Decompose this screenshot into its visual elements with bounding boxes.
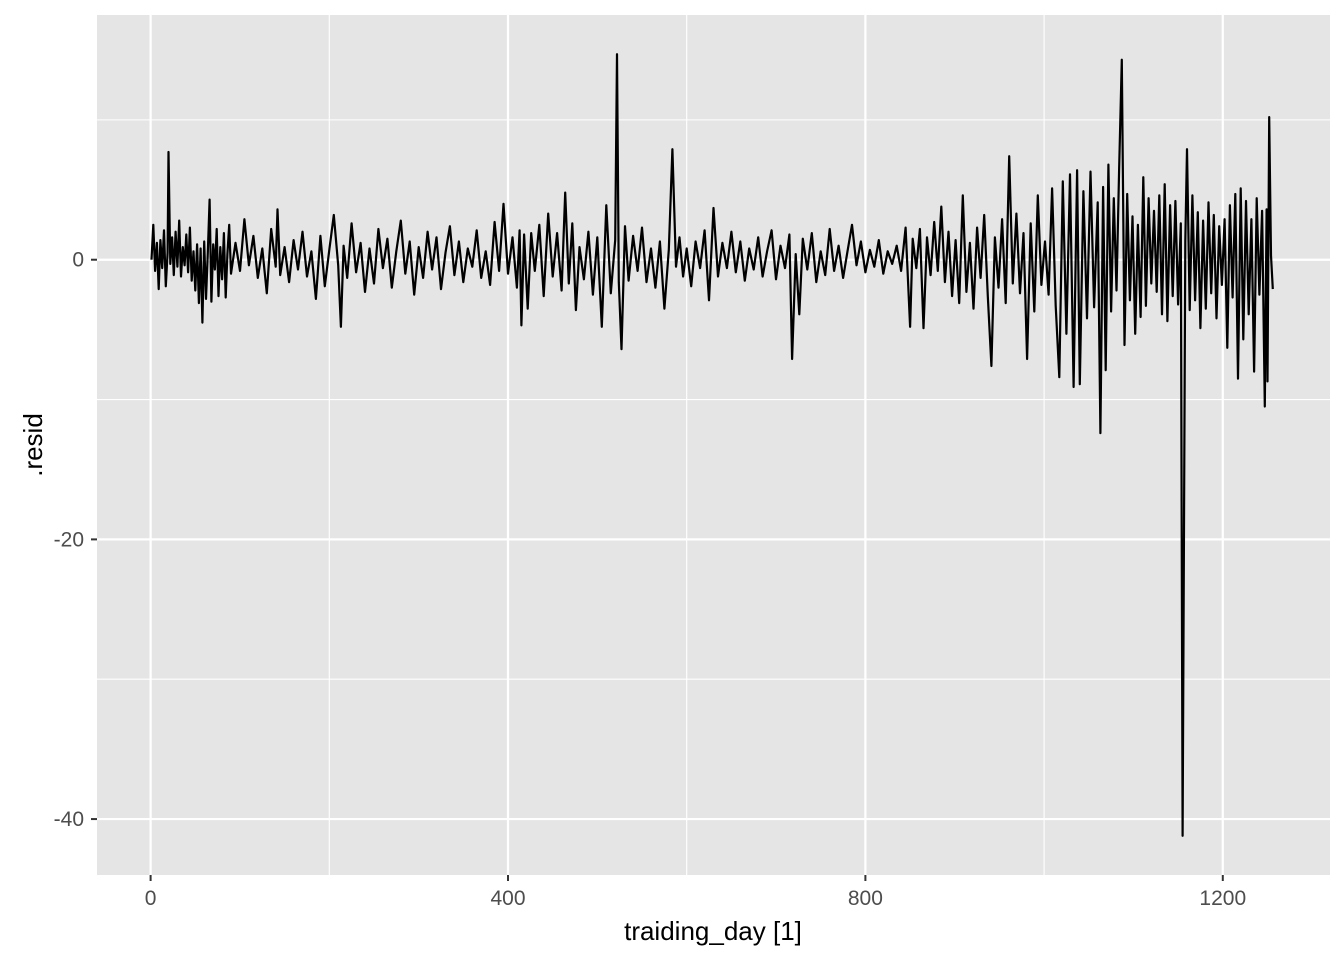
residual-series-line (150, 53, 1274, 837)
minor-gridlines (97, 15, 1330, 875)
y-tick-label: 0 (72, 249, 84, 272)
x-tick-label: 1200 (1199, 887, 1246, 910)
y-tick-label: -20 (54, 528, 84, 551)
y-axis-title: .resid (18, 413, 48, 477)
x-tick-label: 400 (490, 887, 525, 910)
panel-background (97, 15, 1330, 875)
x-axis-title: traiding_day [1] (624, 916, 802, 946)
y-axis-ticks: -40 -20 0 (54, 249, 97, 831)
x-tick-label: 0 (145, 887, 157, 910)
x-tick-label: 800 (848, 887, 883, 910)
x-axis-ticks: 0 400 800 1200 (145, 875, 1246, 910)
y-tick-label: -40 (54, 808, 84, 831)
